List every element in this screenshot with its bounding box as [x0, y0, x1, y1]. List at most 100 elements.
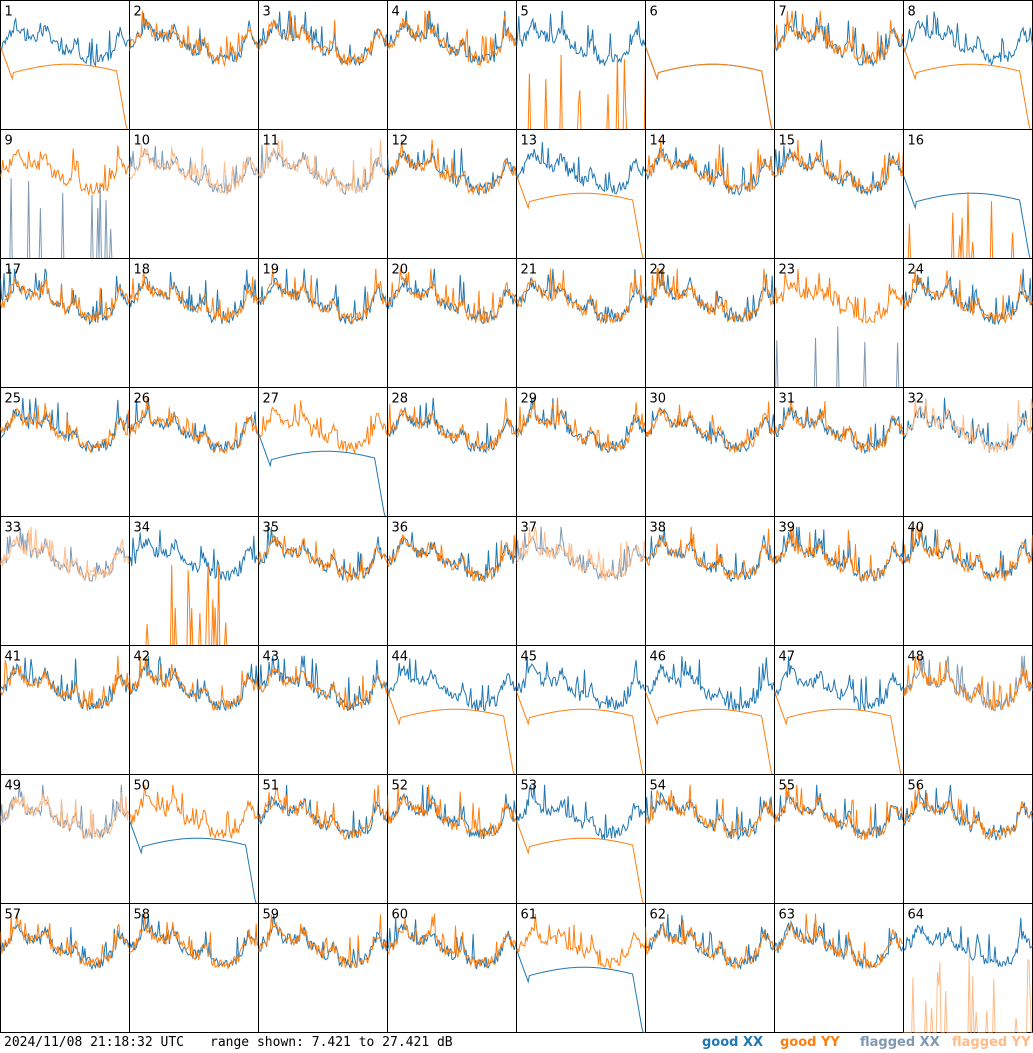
series-yy-line — [903, 191, 1033, 259]
panel-label: 11 — [263, 134, 280, 149]
antenna-panel-64: 64 — [903, 903, 1033, 1033]
panel-label: 13 — [521, 134, 538, 149]
panel-frame — [387, 387, 517, 517]
antenna-panel-5: 5 — [516, 0, 646, 130]
panel-label: 25 — [5, 392, 22, 407]
antenna-panel-17: 17 — [0, 258, 130, 388]
panel-label: 6 — [650, 5, 658, 20]
antenna-panel-38: 38 — [645, 516, 775, 646]
panel-label: 45 — [521, 650, 538, 665]
panel-label: 35 — [263, 521, 280, 536]
panel-label: 7 — [779, 5, 787, 20]
series-yy-line — [258, 784, 388, 841]
panel-label: 62 — [650, 908, 667, 923]
panel-frame — [516, 774, 646, 904]
series-yy-line — [258, 139, 388, 194]
antenna-panel-52: 52 — [387, 774, 517, 904]
antenna-panel-24: 24 — [903, 258, 1033, 388]
panel-frame — [387, 903, 517, 1033]
series-xx-line — [0, 527, 130, 583]
antenna-panel-58: 58 — [129, 903, 259, 1033]
panel-frame — [903, 258, 1033, 388]
series-yy-line — [774, 691, 904, 775]
panel-label: 38 — [650, 521, 667, 536]
panel-label: 47 — [779, 650, 796, 665]
series-yy-line — [0, 145, 130, 197]
panel-label: 21 — [521, 263, 538, 278]
antenna-panel-53: 53 — [516, 774, 646, 904]
panel-label: 55 — [779, 779, 796, 794]
panel-frame — [774, 387, 904, 517]
panel-frame — [645, 258, 775, 388]
series-xx-line — [0, 17, 130, 67]
antenna-panel-30: 30 — [645, 387, 775, 517]
series-yy-line — [516, 397, 646, 452]
series-yy-line — [903, 954, 1033, 1033]
antenna-panel-37: 37 — [516, 516, 646, 646]
antenna-panel-40: 40 — [903, 516, 1033, 646]
panel-label: 9 — [5, 134, 13, 149]
panel-label: 40 — [908, 521, 925, 536]
series-yy-line — [0, 526, 130, 581]
series-yy-line — [645, 268, 775, 323]
panel-label: 33 — [5, 521, 22, 536]
series-yy-line — [387, 533, 517, 583]
series-yy-line — [903, 655, 1033, 710]
series-xx-line — [129, 529, 259, 582]
panel-label: 23 — [779, 263, 796, 278]
series-yy-line — [774, 526, 904, 584]
panel-label: 37 — [521, 521, 538, 536]
panel-frame — [903, 645, 1033, 775]
panel-label: 30 — [650, 392, 667, 407]
antenna-panel-50: 50 — [129, 774, 259, 904]
series-xx-line — [645, 147, 775, 196]
panel-frame — [258, 258, 388, 388]
panel-label: 63 — [779, 908, 796, 923]
series-yy-line — [129, 655, 259, 712]
panel-frame — [516, 645, 646, 775]
panel-label: 64 — [908, 908, 925, 923]
antenna-panel-23: 23 — [774, 258, 904, 388]
antenna-panel-15: 15 — [774, 129, 904, 259]
panel-label: 52 — [392, 779, 409, 794]
panel-frame — [645, 645, 775, 775]
panel-label: 59 — [263, 908, 280, 923]
panel-frame — [645, 0, 775, 130]
panel-label: 26 — [134, 392, 151, 407]
panel-frame — [258, 129, 388, 259]
antenna-panel-48: 48 — [903, 645, 1033, 775]
panel-frame — [0, 903, 130, 1033]
panel-label: 54 — [650, 779, 667, 794]
panel-label: 51 — [263, 779, 280, 794]
footer: 2024/11/08 21:18:32 UTC range shown: 7.4… — [0, 1033, 1033, 1053]
series-xx-line — [129, 820, 259, 904]
antenna-panel-28: 28 — [387, 387, 517, 517]
panel-frame — [903, 774, 1033, 904]
panel-frame — [258, 774, 388, 904]
series-yy-line — [645, 139, 775, 193]
panel-label: 27 — [263, 392, 280, 407]
antenna-panel-4: 4 — [387, 0, 517, 130]
panel-frame — [645, 903, 775, 1033]
series-xx-line — [129, 12, 259, 65]
series-yy-line — [0, 277, 130, 323]
antenna-panel-11: 11 — [258, 129, 388, 259]
antenna-panel-55: 55 — [774, 774, 904, 904]
series-yy-line — [903, 269, 1033, 324]
antenna-panel-56: 56 — [903, 774, 1033, 904]
series-yy-line — [387, 784, 517, 839]
antenna-panel-45: 45 — [516, 645, 646, 775]
panel-label: 28 — [392, 392, 409, 407]
panel-label: 10 — [134, 134, 151, 149]
series-yy-line — [645, 784, 775, 839]
antenna-panel-62: 62 — [645, 903, 775, 1033]
antenna-panel-1: 1 — [0, 0, 130, 130]
panel-label: 44 — [392, 650, 409, 665]
panel-frame — [645, 387, 775, 517]
panel-frame — [903, 387, 1033, 517]
antenna-panel-51: 51 — [258, 774, 388, 904]
panel-label: 56 — [908, 779, 925, 794]
antenna-panel-19: 19 — [258, 258, 388, 388]
series-xx-line — [645, 790, 775, 842]
antenna-panel-39: 39 — [774, 516, 904, 646]
